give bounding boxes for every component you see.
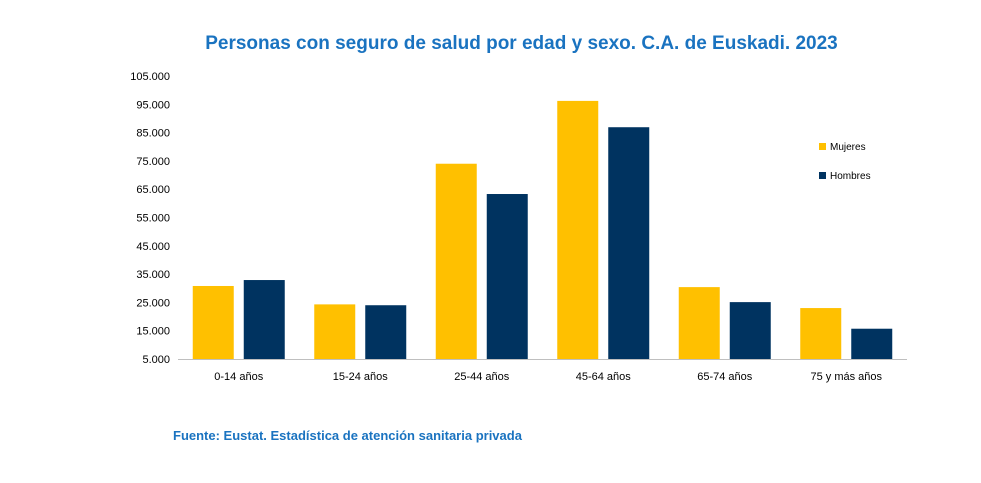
x-tick-label: 65-74 años [697, 371, 753, 383]
bar-hombres-1 [365, 305, 407, 359]
bar-mujeres-4 [678, 287, 720, 359]
y-tick-label: 25.000 [136, 297, 170, 309]
legend-swatch-mujeres [819, 143, 826, 150]
legend-label-mujeres: Mujeres [830, 142, 866, 153]
bar-mujeres-3 [557, 100, 599, 360]
y-tick-label: 15.000 [136, 326, 170, 338]
bar-hombres-4 [729, 302, 771, 359]
legend-swatch-hombres [819, 172, 826, 179]
bar-hombres-0 [243, 280, 285, 359]
y-tick-label: 105.000 [130, 71, 170, 83]
y-tick-label: 45.000 [136, 241, 170, 253]
bar-mujeres-5 [800, 308, 842, 359]
bars [192, 100, 893, 360]
x-tick-label: 45-64 años [576, 371, 632, 383]
bar-mujeres-2 [435, 163, 477, 359]
chart-title: Personas con seguro de salud por edad y … [205, 33, 838, 54]
x-tick-label: 75 y más años [810, 371, 882, 383]
bar-hombres-2 [486, 194, 528, 359]
x-tick-label: 0-14 años [214, 371, 263, 383]
legend-label-hombres: Hombres [830, 171, 871, 182]
y-tick-label: 75.000 [136, 156, 170, 168]
chart-source: Fuente: Eustat. Estadística de atención … [173, 428, 522, 443]
bar-hombres-3 [608, 127, 650, 360]
bar-mujeres-1 [314, 304, 356, 359]
x-axis: 0-14 años 15-24 años 25-44 años 45-64 años 6… [214, 371, 882, 383]
y-tick-label: 85.000 [136, 128, 170, 140]
bar-mujeres-0 [192, 285, 234, 359]
x-tick-label: 25-44 años [454, 371, 510, 383]
y-axis: 5.000 15.000 25.000 35.000 45.000 55.000 65.00… [130, 71, 170, 366]
y-tick-label: 65.000 [136, 184, 170, 196]
y-tick-label: 35.000 [136, 269, 170, 281]
x-tick-label: 15-24 años [333, 371, 389, 383]
y-tick-label: 5.000 [142, 354, 170, 366]
y-tick-label: 55.000 [136, 213, 170, 225]
bar-hombres-5 [851, 328, 893, 359]
y-tick-label: 95.000 [136, 99, 170, 111]
legend: Mujeres Hombres [819, 142, 871, 182]
